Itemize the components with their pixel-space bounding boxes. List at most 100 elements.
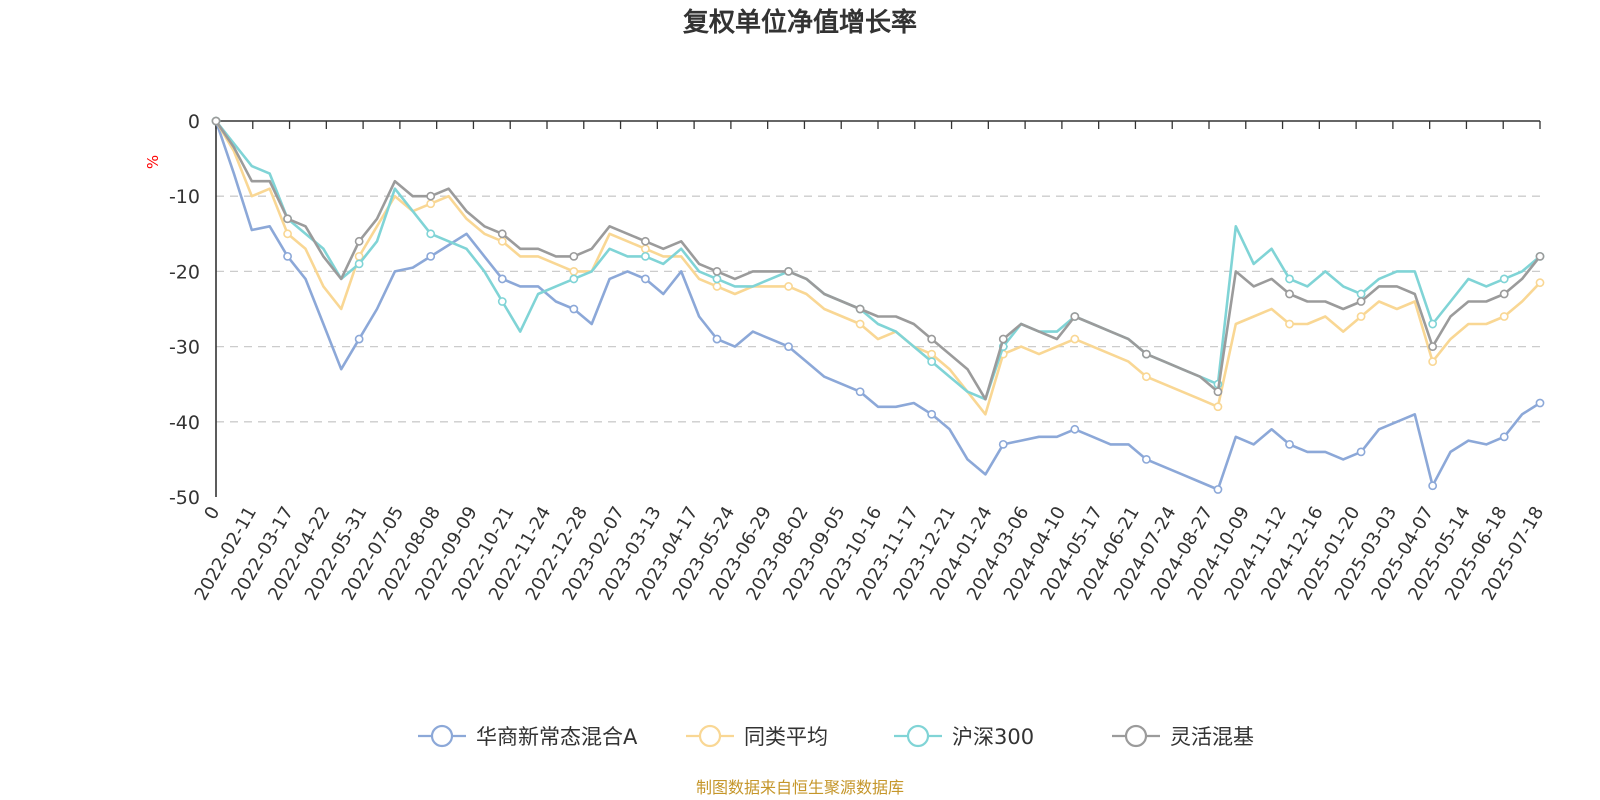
data-point [1499,289,1509,299]
data-point [1428,357,1438,367]
data-point [283,229,292,239]
data-point [283,251,292,261]
legend-item[interactable]: 同类平均 [686,724,828,749]
series-1 [211,116,1545,494]
data-point [354,259,364,269]
data-point [784,282,793,291]
data-point [569,274,579,284]
data-point [569,304,579,314]
series-line [214,120,1541,401]
data-point [784,266,793,276]
data-point [1213,387,1223,397]
grid-lines [216,195,1540,423]
legend-circle-icon [1124,724,1148,748]
data-point [998,334,1008,344]
data-point [641,274,650,284]
data-point [497,236,507,246]
data-point [855,387,865,397]
data-point [1428,481,1438,491]
y-tick-label: -10 [169,186,200,208]
data-point [1285,274,1294,284]
source-note: 制图数据来自恒生聚源数据库 [696,778,904,797]
y-axis-unit-label: % [144,155,162,169]
data-point [1213,402,1223,412]
data-point [927,349,937,359]
data-point [1535,278,1545,288]
legend-label: 灵活混基 [1170,725,1254,749]
legend-item[interactable]: 灵活混基 [1112,724,1254,749]
data-point [1535,251,1545,261]
legend-label: 同类平均 [744,725,828,749]
data-point [497,297,507,306]
data-point [712,282,722,291]
series-line [214,120,1542,401]
data-point [426,229,436,239]
data-point [712,334,722,344]
data-point [641,236,650,246]
data-point [712,266,722,276]
data-point [1356,289,1366,299]
data-point [712,274,722,284]
data-point [855,319,865,329]
series-2 [211,116,1545,416]
legend-circle-icon [430,724,454,748]
legend-label: 沪深300 [952,725,1034,749]
data-point [641,244,650,254]
x-tick-label: 0 [200,503,224,523]
legend-item[interactable]: 华商新常态混合A [418,724,638,749]
data-point [1141,372,1151,382]
data-point [426,251,436,261]
y-tick-label: -20 [169,261,200,283]
data-point [784,342,793,351]
y-tick-label: -50 [169,487,200,509]
series-line [214,120,1541,416]
data-point [855,304,865,314]
data-point [1213,485,1223,494]
data-point [1070,334,1080,344]
data-point [1356,312,1366,321]
data-point [569,251,579,261]
data-point [1356,297,1366,306]
data-point [497,274,507,284]
data-point [354,334,364,344]
data-point [641,251,650,261]
data-point [1499,274,1509,284]
data-point [1428,342,1438,351]
data-point [1070,312,1080,321]
data-point [927,357,937,367]
y-tick-label: 0 [188,111,200,133]
series-lines [211,116,1545,494]
data-point [426,191,436,201]
axes [215,120,1541,497]
data-point [497,229,507,239]
y-tick-label: -40 [169,412,200,434]
data-point [1356,447,1366,457]
legend-circle-icon [698,724,722,748]
legend: 华商新常态混合A 同类平均 沪深300 灵活混基 [418,724,1254,749]
series-4 [211,116,1545,401]
data-point [569,266,579,276]
data-point [426,199,436,209]
data-point [1499,432,1509,442]
legend-item[interactable]: 沪深300 [894,724,1034,749]
data-point [927,409,937,419]
data-point [354,236,364,246]
data-point [927,334,937,344]
data-point [211,116,221,126]
legend-label: 华商新常态混合A [476,725,638,749]
x-tick-labels: 02022-02-112022-03-172022-04-222022-05-3… [191,503,1549,604]
data-point [1141,454,1151,464]
data-point [1535,398,1545,408]
data-point [283,214,292,224]
y-tick-label: -30 [169,337,200,359]
y-tick-labels: 0 -10 -20 -30 -40 -50 [169,111,200,509]
series-line [214,120,1541,491]
data-point [1499,312,1509,321]
data-point [1285,319,1294,329]
chart-title: 复权单位净值增长率 [683,7,917,38]
data-point [1428,319,1438,329]
data-point [1285,289,1294,299]
data-point [1141,349,1151,359]
